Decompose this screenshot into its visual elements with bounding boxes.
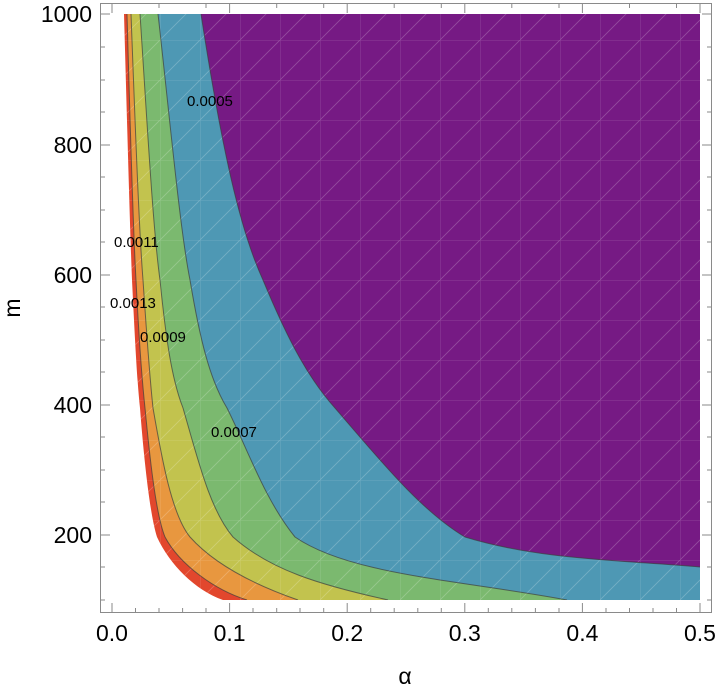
x-tick-label: 0.0 bbox=[96, 620, 128, 646]
x-tick-label: 0.1 bbox=[214, 620, 246, 646]
contour-label-0.0011: 0.0011 bbox=[114, 234, 159, 251]
x-tick-labels: 0.0 0.1 0.2 0.3 0.4 0.5 bbox=[96, 620, 716, 646]
x-tick-label: 0.5 bbox=[684, 620, 716, 646]
x-tick-label: 0.4 bbox=[566, 620, 598, 646]
y-tick-labels: 200 400 600 800 1000 bbox=[41, 1, 92, 548]
plot-frame bbox=[100, 3, 712, 613]
contour-lines bbox=[126, 14, 700, 600]
contour-line-0.0005 bbox=[200, 14, 700, 568]
contour-label-0.0005: 0.0005 bbox=[187, 93, 233, 110]
mesh-overlay bbox=[124, 14, 700, 600]
contour-line-0.0011 bbox=[130, 14, 299, 600]
contour-line-0.0009 bbox=[139, 14, 389, 600]
contour-label-0.0013: 0.0013 bbox=[110, 295, 156, 312]
y-tick-label: 200 bbox=[54, 522, 92, 548]
x-axis-ticks bbox=[111, 3, 701, 613]
y-tick-label: 400 bbox=[54, 392, 92, 418]
contour-regions bbox=[112, 14, 700, 600]
y-tick-label: 1000 bbox=[41, 1, 92, 27]
y-tick-label: 800 bbox=[54, 132, 92, 158]
region-outside-domain bbox=[112, 14, 223, 600]
contour-labels: 0.0005 0.0007 0.0009 0.0011 0.0013 bbox=[110, 93, 257, 441]
y-axis-ticks bbox=[100, 13, 712, 601]
contour-label-0.0009: 0.0009 bbox=[140, 329, 186, 346]
contour-line-0.0013 bbox=[126, 14, 248, 600]
x-tick-label: 0.2 bbox=[331, 620, 363, 646]
y-tick-label: 600 bbox=[54, 262, 92, 288]
x-tick-label: 0.3 bbox=[449, 620, 481, 646]
x-axis-label: α bbox=[398, 663, 411, 689]
y-axis-label: m bbox=[0, 298, 25, 317]
contour-line-0.0007 bbox=[157, 14, 568, 600]
contour-label-0.0007: 0.0007 bbox=[211, 424, 257, 441]
